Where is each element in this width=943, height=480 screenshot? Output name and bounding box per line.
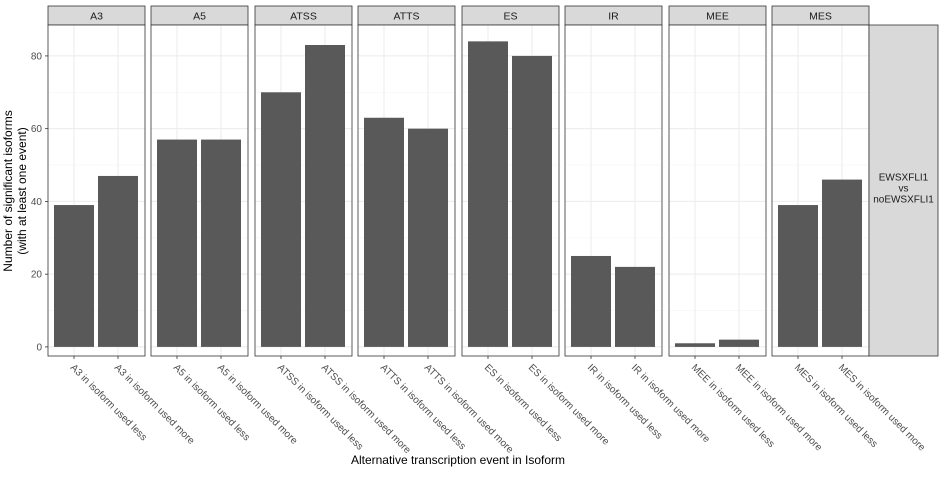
bar-atts-less [364,117,404,347]
x-axis-title: Alternative transcription event in Isofo… [351,453,565,467]
bar-ir-more [615,266,655,347]
y-axis-title-line-1: Number of significant isoforms [1,110,15,271]
facet-strip-label: MEE [706,11,729,23]
facet-strip-label: ATTS [393,11,419,23]
bar-es-more [512,55,552,347]
y-tick-label: 60 [31,124,43,135]
panel-background [669,25,766,356]
row-strip-label: noEWSXFLI1 [873,195,934,206]
row-strip-label: EWSXFLI1 [879,173,929,184]
bar-mee-less [675,343,715,347]
row-strip-label: vs [899,184,909,195]
bar-a3-more [98,175,138,347]
x-tick-label: A3 in isoform used less [68,362,149,443]
panel-border [357,24,456,357]
panel-border [564,24,663,357]
y-axis: 0 20 40 60 80 [31,51,48,353]
panel-border [254,24,353,357]
bar-atss-less [261,92,301,347]
bar-a5-less [157,139,197,347]
bar-a5-more [201,139,241,347]
panel-border [461,24,560,357]
facet-strip-label: ES [503,11,517,23]
panel-border [150,24,249,357]
bar-ir-less [571,255,611,347]
bar-es-less [468,41,508,347]
panel-border [668,24,767,357]
bar-mes-less [778,205,818,347]
y-tick-label: 40 [31,197,43,208]
y-tick-label: 0 [36,342,42,353]
y-axis-title-line-2: (with at least one event) [15,127,29,254]
row-strip-box [868,24,939,357]
facet-strip-label: IR [608,11,619,23]
bar-a3-less [54,205,94,347]
facet-strip-label: A5 [193,11,206,23]
bar-atts-more [408,128,448,347]
facet-strip-label: ATSS [290,11,317,23]
y-tick-label: 20 [31,270,43,281]
x-tick-label: MES in isoform used more [836,362,927,453]
facet-strip-label: A3 [90,11,103,23]
bar-mes-more [822,179,862,347]
bar-mee-more [719,339,759,347]
facet-strip-label: MES [809,11,832,23]
bar-atss-more [305,45,345,347]
y-tick-label: 80 [31,51,43,62]
panel-border [47,24,146,357]
